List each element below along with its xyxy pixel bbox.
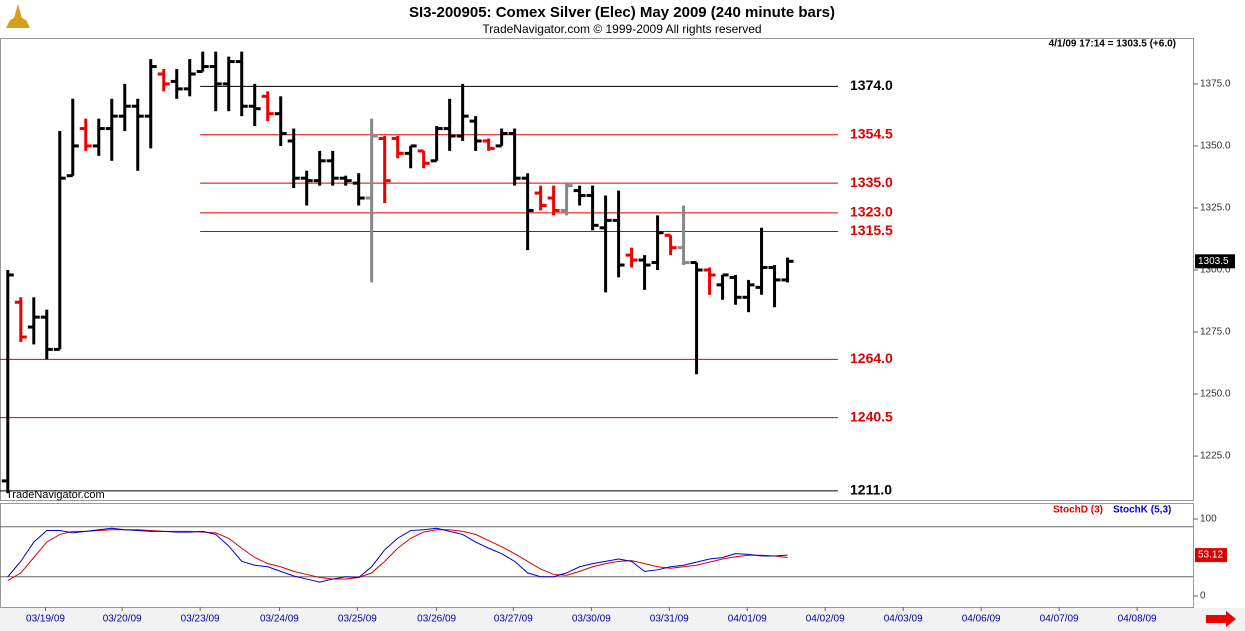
last-price-label: 1303.5 bbox=[1198, 256, 1229, 267]
level-label: 1240.5 bbox=[850, 408, 893, 424]
x-tick-label: 03/24/09 bbox=[260, 614, 299, 625]
legend-entry: StochD (3) bbox=[1053, 505, 1103, 516]
x-tick-label: 03/19/09 bbox=[26, 614, 65, 625]
y-tick-label: 0 bbox=[1200, 591, 1206, 602]
watermark: TradeNavigator.com bbox=[6, 489, 105, 501]
logo bbox=[6, 4, 30, 28]
level-label: 1374.0 bbox=[850, 77, 893, 93]
level-label: 1323.0 bbox=[850, 204, 893, 220]
legend-entry: StochK (5,3) bbox=[1113, 505, 1171, 516]
x-tick-label: 04/06/09 bbox=[962, 614, 1001, 625]
y-tick-label: 1325.0 bbox=[1200, 203, 1231, 214]
y-tick-label: 1300.0 bbox=[1200, 265, 1231, 276]
x-tick-label: 03/26/09 bbox=[417, 614, 456, 625]
stoch-line bbox=[7, 527, 788, 583]
x-tick-label: 04/08/09 bbox=[1118, 614, 1157, 625]
x-tick-label: 03/31/09 bbox=[650, 614, 689, 625]
last-price-box bbox=[1195, 254, 1235, 269]
stoch-panel bbox=[0, 503, 1194, 608]
x-tick-label: 04/01/09 bbox=[728, 614, 767, 625]
level-label: 1211.0 bbox=[850, 482, 892, 498]
x-tick-label: 04/03/09 bbox=[884, 614, 923, 625]
info-text: 4/1/09 17:14 = 1303.5 (+6.0) bbox=[1049, 39, 1176, 50]
y-tick-label: 1250.0 bbox=[1200, 389, 1231, 400]
last-stoch-box bbox=[1195, 548, 1227, 563]
x-tick-label: 04/07/09 bbox=[1040, 614, 1079, 625]
y-tick-label: 1275.0 bbox=[1200, 327, 1231, 338]
x-tick-label: 03/20/09 bbox=[103, 614, 142, 625]
y-tick-label: 100 bbox=[1200, 514, 1217, 525]
x-tick-label: 03/27/09 bbox=[494, 614, 533, 625]
x-tick-label: 03/25/09 bbox=[338, 614, 377, 625]
stoch-line bbox=[7, 529, 788, 582]
last-stoch-label: 53.12 bbox=[1198, 550, 1223, 561]
chart-title: SI3-200905: Comex Silver (Elec) May 2009… bbox=[409, 4, 835, 21]
level-label: 1354.5 bbox=[850, 125, 893, 141]
level-label: 1335.0 bbox=[850, 174, 893, 190]
x-tick-label: 03/30/09 bbox=[572, 614, 611, 625]
level-label: 1264.0 bbox=[850, 350, 893, 366]
y-tick-label: 1225.0 bbox=[1200, 451, 1231, 462]
y-tick-label: 1375.0 bbox=[1200, 79, 1231, 90]
scroll-arrow[interactable] bbox=[1206, 611, 1236, 627]
x-tick-label: 04/02/09 bbox=[806, 614, 845, 625]
level-label: 1315.5 bbox=[850, 222, 893, 238]
y-tick-label: 1350.0 bbox=[1200, 141, 1231, 152]
date-strip bbox=[0, 608, 1245, 631]
chart-subtitle: TradeNavigator.com © 1999-2009 All right… bbox=[482, 22, 761, 36]
x-tick-label: 03/23/09 bbox=[181, 614, 220, 625]
